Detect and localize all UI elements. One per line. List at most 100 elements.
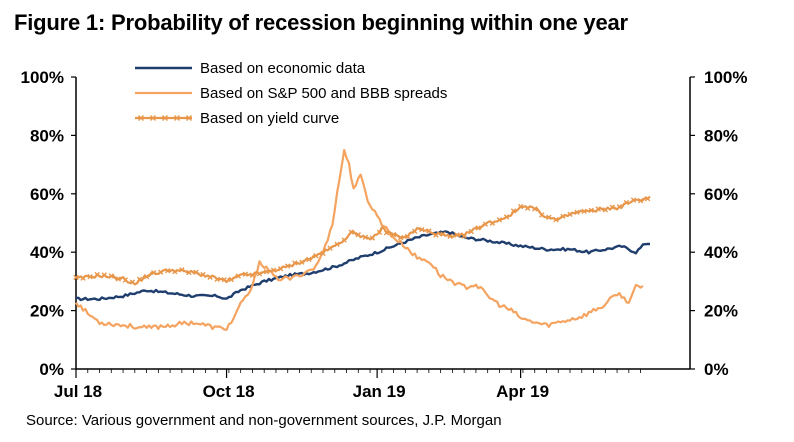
y-tick-label-right: 80% bbox=[704, 126, 738, 145]
series-3-marker bbox=[539, 212, 545, 218]
series-3-marker bbox=[426, 228, 432, 234]
series-3-marker bbox=[517, 203, 524, 210]
series-3-marker bbox=[383, 230, 390, 236]
series-3-marker bbox=[623, 199, 630, 206]
series-3-marker bbox=[263, 268, 270, 275]
series-3-marker bbox=[186, 269, 192, 276]
y-tick-label-right: 20% bbox=[704, 302, 738, 321]
series-3-marker bbox=[503, 214, 510, 220]
series-3-marker bbox=[299, 259, 305, 265]
series-3-marker bbox=[285, 263, 291, 269]
series-3-marker bbox=[334, 241, 340, 248]
source-note: Source: Various government and non-gover… bbox=[26, 412, 502, 429]
series-3-marker bbox=[101, 272, 107, 278]
series-3-marker bbox=[546, 214, 552, 220]
series-3-marker bbox=[609, 204, 616, 210]
series-3-marker bbox=[108, 273, 114, 279]
series-3-marker bbox=[637, 197, 644, 204]
x-tick-label: Apr 19 bbox=[496, 382, 549, 401]
series-3-marker bbox=[150, 270, 157, 276]
series-3-marker bbox=[320, 250, 326, 257]
y-tick-label-left: 60% bbox=[30, 185, 64, 204]
series-3-marker bbox=[207, 274, 213, 281]
series-3-marker bbox=[292, 260, 298, 266]
series-3-marker bbox=[235, 273, 242, 279]
series-3-marker bbox=[115, 276, 122, 282]
legend-label-2: Based on S&P 500 and BBB spreads bbox=[200, 85, 447, 102]
series-3-marker bbox=[136, 276, 143, 283]
legend-marker bbox=[162, 115, 168, 121]
series-3-marker bbox=[433, 232, 439, 238]
legend-group: Based on economic data Based on S&P 500 a… bbox=[135, 60, 447, 127]
series-3-marker bbox=[362, 234, 369, 240]
series-3-marker bbox=[524, 205, 531, 211]
series-3-marker bbox=[468, 228, 474, 235]
series-3-marker bbox=[510, 208, 517, 214]
y-tick-label-right: 0% bbox=[704, 360, 729, 379]
series-3-marker bbox=[122, 277, 129, 283]
series-3-marker bbox=[376, 229, 383, 236]
series-3-marker bbox=[390, 231, 397, 238]
series-3-marker bbox=[553, 216, 559, 223]
series-3-marker bbox=[532, 206, 538, 212]
series-3-marker bbox=[595, 206, 601, 212]
series-line-1 bbox=[75, 230, 650, 302]
series-3-marker bbox=[412, 228, 418, 234]
series-3-marker bbox=[397, 234, 404, 241]
series-3-marker bbox=[228, 276, 234, 283]
series-3-marker bbox=[355, 232, 361, 238]
series-3-marker bbox=[94, 271, 100, 278]
series-3-marker bbox=[165, 267, 171, 274]
series-3-marker bbox=[447, 233, 453, 240]
series-3-marker bbox=[602, 207, 608, 213]
series-3-marker bbox=[489, 220, 496, 226]
series-3-marker bbox=[475, 225, 481, 231]
series-3-marker bbox=[277, 266, 284, 272]
series-3-marker bbox=[87, 273, 93, 280]
series-3-marker bbox=[242, 271, 249, 277]
legend-marker bbox=[186, 115, 192, 121]
y-tick-label-left: 0% bbox=[39, 360, 64, 379]
series-3-marker bbox=[172, 268, 178, 275]
series-3-marker bbox=[256, 271, 263, 277]
y-tick-label-left: 20% bbox=[30, 302, 64, 321]
legend-label-3: Based on yield curve bbox=[200, 110, 339, 127]
series-3-marker bbox=[461, 233, 467, 239]
series-3-marker bbox=[249, 272, 256, 278]
series-3-marker bbox=[73, 274, 79, 281]
series-3-marker bbox=[157, 269, 164, 275]
series-3-marker bbox=[143, 273, 150, 280]
series-3-marker bbox=[369, 235, 376, 241]
y-tick-label-left: 80% bbox=[30, 126, 64, 145]
x-tick-label: Oct 18 bbox=[203, 382, 255, 401]
legend-marker bbox=[174, 115, 180, 121]
x-tick-label: Jul 18 bbox=[54, 382, 102, 401]
legend-marker bbox=[150, 115, 156, 121]
series-3-marker bbox=[313, 253, 319, 259]
series-3-marker bbox=[644, 195, 651, 202]
y-tick-label-left: 100% bbox=[21, 68, 64, 87]
series-3-marker bbox=[560, 213, 566, 220]
series-3-marker bbox=[588, 207, 594, 214]
series-3-marker bbox=[574, 209, 580, 216]
series-3-marker bbox=[419, 226, 425, 233]
series-3-marker bbox=[496, 217, 503, 223]
series-3-marker bbox=[405, 233, 411, 240]
series-3-marker bbox=[200, 271, 206, 278]
y-tick-label-right: 40% bbox=[704, 243, 738, 262]
chart-title: Figure 1: Probability of recession begin… bbox=[14, 10, 628, 35]
series-3-marker bbox=[440, 231, 446, 237]
series-3-marker bbox=[341, 237, 347, 243]
series-3-marker bbox=[581, 208, 587, 214]
series-3-marker bbox=[306, 256, 312, 263]
series-group bbox=[73, 149, 651, 331]
series-3-marker bbox=[270, 267, 277, 273]
series-3-marker bbox=[221, 276, 227, 283]
series-3-marker bbox=[214, 276, 220, 283]
series-3-marker bbox=[179, 267, 185, 273]
series-3-marker bbox=[630, 197, 637, 203]
series-3-marker bbox=[80, 275, 86, 281]
series-3-marker bbox=[327, 245, 333, 251]
series-line-2 bbox=[75, 149, 644, 331]
